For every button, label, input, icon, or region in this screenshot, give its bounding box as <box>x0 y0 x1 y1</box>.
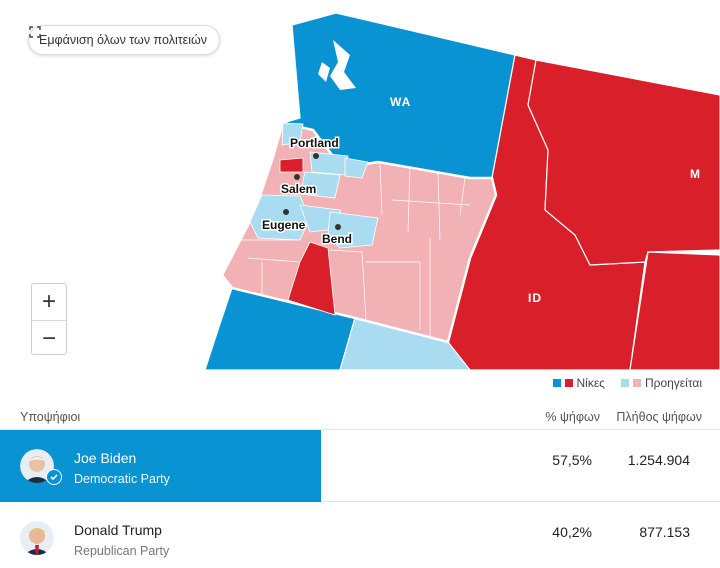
trump-portrait-icon <box>20 521 54 555</box>
col-header-candidates: Υποψήφιοι <box>20 410 81 424</box>
city-label-salem: Salem <box>281 182 316 196</box>
legend-swatch-rep-lead <box>632 379 641 387</box>
election-map[interactable]: WA ID M Portland Salem Eugene Bend Εμφάν… <box>0 0 720 370</box>
candidate-votes: 1.254.904 <box>627 452 690 468</box>
zoom-control: + − <box>31 283 67 355</box>
city-dot-portland <box>313 153 319 159</box>
zoom-out-button[interactable]: − <box>32 320 66 356</box>
city-dot-salem <box>294 174 300 180</box>
candidate-party: Republican Party <box>74 544 170 558</box>
legend-label-wins: Νίκες <box>576 376 605 390</box>
col-header-pct: % ψήφων <box>545 410 600 424</box>
county-hood-river <box>344 157 369 179</box>
county-yamhill <box>279 157 304 173</box>
state-wyoming[interactable] <box>629 251 720 370</box>
legend-swatch-dem-win <box>552 379 561 387</box>
expand-icon <box>29 26 41 38</box>
map-legend: Νίκες Προηγείται <box>552 376 702 390</box>
candidate-pct: 40,2% <box>552 524 592 540</box>
map-canvas[interactable]: WA ID M Portland Salem Eugene Bend <box>0 0 720 370</box>
state-montana[interactable] <box>527 59 720 266</box>
candidate-avatar <box>20 449 54 483</box>
legend-swatch-dem-lead <box>620 379 629 387</box>
show-all-states-label: Εμφάνιση όλων των πολιτειών <box>39 33 208 47</box>
candidate-pct: 57,5% <box>552 452 592 468</box>
show-all-states-button[interactable]: Εμφάνιση όλων των πολιτειών <box>28 25 221 55</box>
candidate-party: Democratic Party <box>74 472 170 486</box>
county-klamath-lake <box>287 241 336 316</box>
candidate-name: Donald Trump <box>74 522 162 538</box>
candidate-row[interactable]: Donald Trump Republican Party 40,2% 877.… <box>0 502 720 568</box>
county-clackamas <box>299 171 341 199</box>
winner-check-icon <box>46 469 62 485</box>
candidate-avatar <box>20 521 54 555</box>
legend-label-leading: Προηγείται <box>644 376 702 390</box>
candidate-row[interactable]: Joe Biden Democratic Party 57,5% 1.254.9… <box>0 430 720 502</box>
biden-portrait-icon <box>20 449 54 483</box>
candidate-name: Joe Biden <box>74 450 137 466</box>
state-label-mt: M <box>690 167 701 181</box>
city-dot-bend <box>335 224 341 230</box>
candidate-votes: 877.153 <box>639 524 690 540</box>
city-label-portland: Portland <box>290 136 339 150</box>
zoom-in-button[interactable]: + <box>41 288 56 315</box>
city-dot-eugene <box>283 209 289 215</box>
city-label-bend: Bend <box>322 232 352 246</box>
city-label-eugene: Eugene <box>262 218 306 232</box>
county-clatsop <box>281 122 304 146</box>
state-label-id: ID <box>528 291 542 305</box>
col-header-votes: Πλήθος ψήφων <box>616 410 702 424</box>
results-table-header: Υποψήφιοι % ψήφων Πλήθος ψήφων <box>0 402 720 430</box>
legend-swatch-rep-win <box>564 379 573 387</box>
county-deschutes <box>327 211 379 249</box>
state-label-wa: WA <box>390 95 411 109</box>
